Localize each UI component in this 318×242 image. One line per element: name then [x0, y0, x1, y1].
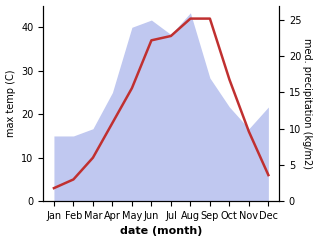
Y-axis label: med. precipitation (kg/m2): med. precipitation (kg/m2)	[302, 38, 313, 169]
Y-axis label: max temp (C): max temp (C)	[5, 70, 16, 137]
X-axis label: date (month): date (month)	[120, 227, 202, 236]
